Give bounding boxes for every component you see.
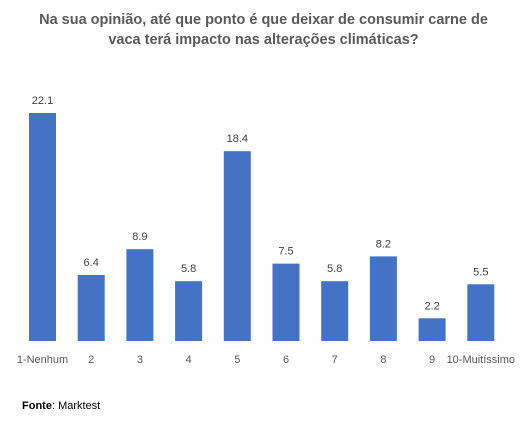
category-label-4: 4 [186, 354, 192, 366]
bar-10-Muitíssimo [467, 284, 495, 341]
bar-6 [272, 263, 300, 341]
bars-group [29, 113, 495, 341]
bar-9 [418, 318, 446, 341]
value-label-6: 7.5 [278, 246, 293, 258]
source-note: Fonte: Marktest [22, 400, 100, 412]
chart-title-line-1: Na sua opinião, até que ponto é que deix… [39, 12, 488, 28]
category-label-6: 6 [283, 354, 289, 366]
value-label-9: 2.2 [424, 300, 439, 312]
bar-1-Nenhum [29, 113, 56, 341]
chart-title: Na sua opinião, até que ponto é que deix… [0, 10, 527, 50]
source-value: : Marktest [51, 400, 101, 412]
bar-8 [369, 256, 397, 341]
source-label: Fonte [22, 400, 52, 412]
category-label-1-Nenhum: 1-Nenhum [17, 354, 68, 366]
category-label-8: 8 [380, 354, 386, 366]
value-label-1-Nenhum: 22.1 [32, 95, 53, 107]
category-label-10-Muitíssimo: 10-Muitíssimo [447, 354, 515, 366]
bar-7 [321, 281, 349, 341]
bar-4 [175, 281, 203, 341]
category-label-5: 5 [234, 354, 240, 366]
category-label-7: 7 [332, 354, 338, 366]
value-labels-group: 22.1 6.4 8.9 5.8 18.4 7.5 5.8 8.2 2.2 5.5 [32, 95, 489, 312]
value-label-5: 18.4 [227, 133, 248, 145]
bar-2 [77, 275, 105, 341]
value-label-4: 5.8 [181, 263, 196, 275]
category-labels-group: 1-Nenhum 2 3 4 5 6 7 8 9 10-Muitíssimo [17, 354, 515, 366]
bar-3 [126, 249, 154, 341]
category-label-2: 2 [88, 354, 94, 366]
value-label-10-Muitíssimo: 5.5 [473, 266, 488, 278]
value-label-2: 6.4 [84, 257, 99, 269]
chart-title-line-2: vaca terá impacto nas alterações climáti… [108, 32, 419, 48]
bar-5 [223, 151, 251, 341]
category-label-3: 3 [137, 354, 143, 366]
value-label-8: 8.2 [376, 238, 391, 250]
value-label-7: 5.8 [327, 263, 342, 275]
category-label-9: 9 [429, 354, 435, 366]
value-label-3: 8.9 [132, 231, 147, 243]
